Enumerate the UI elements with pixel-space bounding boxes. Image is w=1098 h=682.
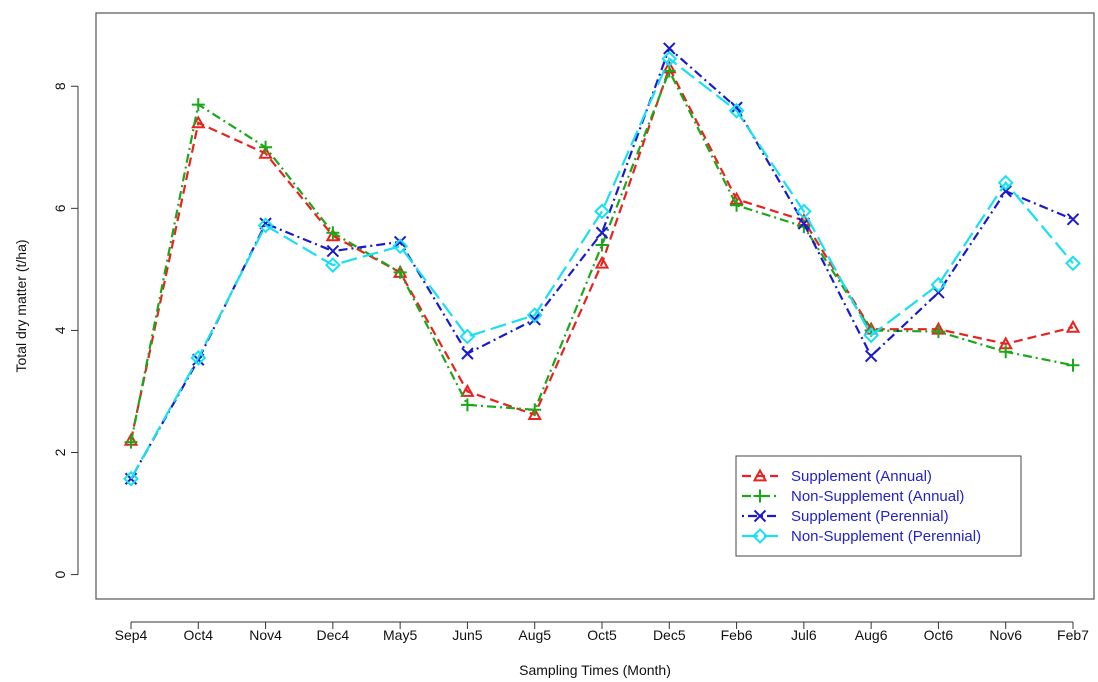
x-tick-label: Jul6	[791, 627, 817, 643]
data-point	[326, 244, 340, 258]
data-point	[595, 238, 609, 252]
y-tick-label: 4	[52, 326, 68, 334]
data-point	[461, 347, 474, 360]
data-point	[460, 383, 475, 397]
legend-swatch-marker	[752, 528, 768, 544]
x-tick-label: Jun5	[452, 627, 483, 643]
data-point	[191, 98, 205, 112]
x-axis-title: Sampling Times (Month)	[519, 662, 671, 678]
data-point	[661, 50, 678, 67]
x-tick-label: Sep4	[115, 627, 148, 643]
data-point	[1066, 358, 1080, 372]
y-tick-label: 8	[52, 82, 68, 90]
data-point	[795, 203, 812, 220]
legend-label: Non-Supplement (Annual)	[791, 488, 964, 505]
data-point	[258, 145, 273, 159]
x-tick-label: Oct6	[924, 627, 954, 643]
data-point	[326, 226, 340, 240]
data-point	[257, 217, 274, 234]
data-point	[392, 238, 409, 255]
data-point	[999, 345, 1013, 359]
x-tick-label: Aug5	[518, 627, 551, 643]
series-layer	[123, 42, 1081, 487]
data-point	[324, 257, 341, 274]
series-2	[124, 64, 1080, 449]
data-point	[259, 140, 273, 154]
x-tick-label: May5	[383, 627, 417, 643]
data-point	[864, 349, 878, 363]
y-tick-label: 0	[52, 570, 68, 578]
series-line	[129, 68, 1074, 443]
x-tick-label: Nov6	[989, 627, 1022, 643]
data-point	[595, 226, 609, 239]
legend-swatch-marker	[752, 468, 768, 482]
x-tick-label: Oct5	[587, 627, 617, 643]
data-point	[997, 174, 1014, 191]
x-tick-label: Dec5	[653, 627, 686, 643]
series-line	[129, 65, 1074, 441]
x-tick-label: Dec4	[317, 627, 350, 643]
data-point	[527, 407, 542, 421]
data-point	[932, 286, 945, 299]
series-line	[130, 57, 1074, 480]
legend-entry: Non-Supplement (Perennial)	[742, 528, 981, 545]
series-line	[130, 46, 1074, 480]
data-point	[528, 403, 542, 417]
legend-entry: Supplement (Annual)	[742, 468, 932, 485]
legend-swatch-marker	[753, 489, 767, 503]
data-point	[460, 398, 474, 412]
series-4	[123, 50, 1081, 487]
x-tick-label: Oct4	[183, 627, 213, 643]
data-point	[124, 435, 138, 449]
y-axis-title: Total dry matter (t/ha)	[13, 239, 29, 372]
data-point	[863, 327, 880, 344]
x-tick-label: Nov4	[249, 627, 282, 643]
legend-box	[735, 455, 1022, 557]
data-point	[931, 325, 945, 339]
legend-label: Supplement (Annual)	[791, 468, 932, 485]
data-point	[1065, 319, 1081, 333]
data-point	[663, 42, 676, 55]
x-tick-label: Aug6	[855, 627, 888, 643]
legend-entry: Supplement (Perennial)	[742, 508, 949, 525]
y-tick-label: 2	[52, 448, 68, 456]
data-point	[930, 276, 947, 293]
data-point	[459, 328, 476, 345]
data-point	[528, 313, 541, 326]
data-point	[594, 203, 610, 220]
legend-items: Supplement (Annual) Non-Supplement (Annua…	[742, 468, 981, 545]
plot-frame	[95, 12, 1095, 600]
legend-label: Supplement (Perennial)	[791, 508, 949, 525]
legend-swatch-marker	[753, 509, 767, 523]
legend: Supplement (Annual) Non-Supplement (Annua…	[735, 455, 1022, 557]
series-1	[123, 60, 1081, 446]
axes-layer: Sep4 Oct4 Nov4 Dec4 May5 Jun5 Aug5 Oct5 Dec5 Feb6…	[52, 82, 1089, 643]
data-point	[728, 102, 745, 119]
data-point	[393, 265, 407, 279]
legend-entry: Non-Supplement (Annual)	[742, 488, 964, 505]
x-tick-label: Feb6	[721, 627, 753, 643]
data-point	[123, 470, 139, 487]
data-point	[1066, 213, 1080, 226]
data-point	[1065, 255, 1081, 272]
y-tick-label: 6	[52, 204, 68, 212]
data-point	[526, 307, 543, 324]
x-tick-label: Feb7	[1057, 627, 1089, 643]
data-point	[190, 349, 207, 366]
data-point	[730, 198, 744, 212]
data-point	[594, 255, 610, 269]
data-point	[393, 235, 407, 249]
data-point	[730, 101, 743, 114]
legend-label: Non-Supplement (Perennial)	[791, 528, 981, 545]
